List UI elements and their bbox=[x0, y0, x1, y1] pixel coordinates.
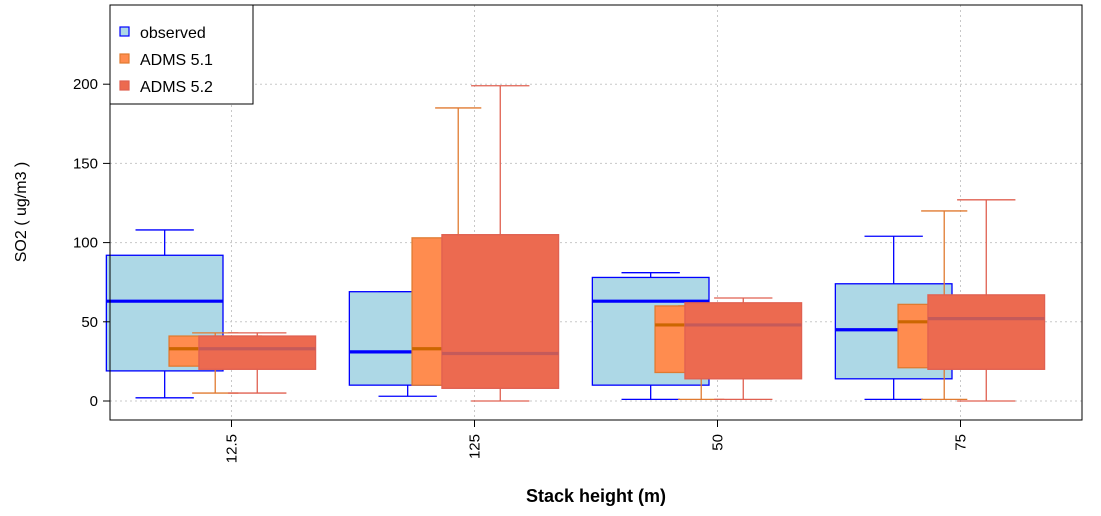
x-axis-title: Stack height (m) bbox=[526, 486, 666, 506]
legend-label: ADMS 5.1 bbox=[140, 52, 213, 69]
box-iqr bbox=[927, 294, 1046, 370]
legend-label: observed bbox=[140, 25, 206, 42]
x-tick-label: 125 bbox=[467, 434, 484, 459]
plot-frame bbox=[109, 4, 1083, 421]
legend-swatch bbox=[119, 53, 130, 64]
box-adms-5-2 bbox=[441, 85, 560, 402]
y-tick-label: 0 bbox=[90, 393, 98, 410]
y-axis-title: SO2 ( ug/m3 ) bbox=[13, 162, 30, 262]
box-adms-5-2 bbox=[684, 297, 803, 401]
legend-frame bbox=[109, 4, 254, 105]
x-tick-label: 50 bbox=[710, 434, 727, 451]
box-iqr bbox=[684, 302, 803, 380]
x-tick-label: 75 bbox=[953, 434, 970, 451]
box-adms-5-2 bbox=[927, 199, 1046, 402]
box-iqr bbox=[441, 234, 560, 389]
legend-label: ADMS 5.2 bbox=[140, 79, 213, 96]
y-axis: 0 50 100 150 200 bbox=[73, 76, 110, 410]
y-tick-label: 200 bbox=[73, 76, 98, 93]
box-adms-5-2 bbox=[198, 332, 317, 394]
box-iqr bbox=[198, 335, 317, 370]
box-observed bbox=[105, 229, 224, 399]
y-tick-label: 50 bbox=[81, 314, 98, 331]
x-tick-label: 12.5 bbox=[224, 434, 241, 463]
x-axis: 12.5 125 50 75 bbox=[224, 420, 970, 463]
legend-swatch bbox=[119, 80, 130, 91]
y-tick-label: 100 bbox=[73, 235, 98, 252]
legend-swatch bbox=[119, 26, 130, 37]
y-tick-label: 150 bbox=[73, 155, 98, 172]
legend: observed ADMS 5.1 ADMS 5.2 bbox=[109, 4, 254, 105]
box-groups bbox=[105, 85, 1046, 402]
